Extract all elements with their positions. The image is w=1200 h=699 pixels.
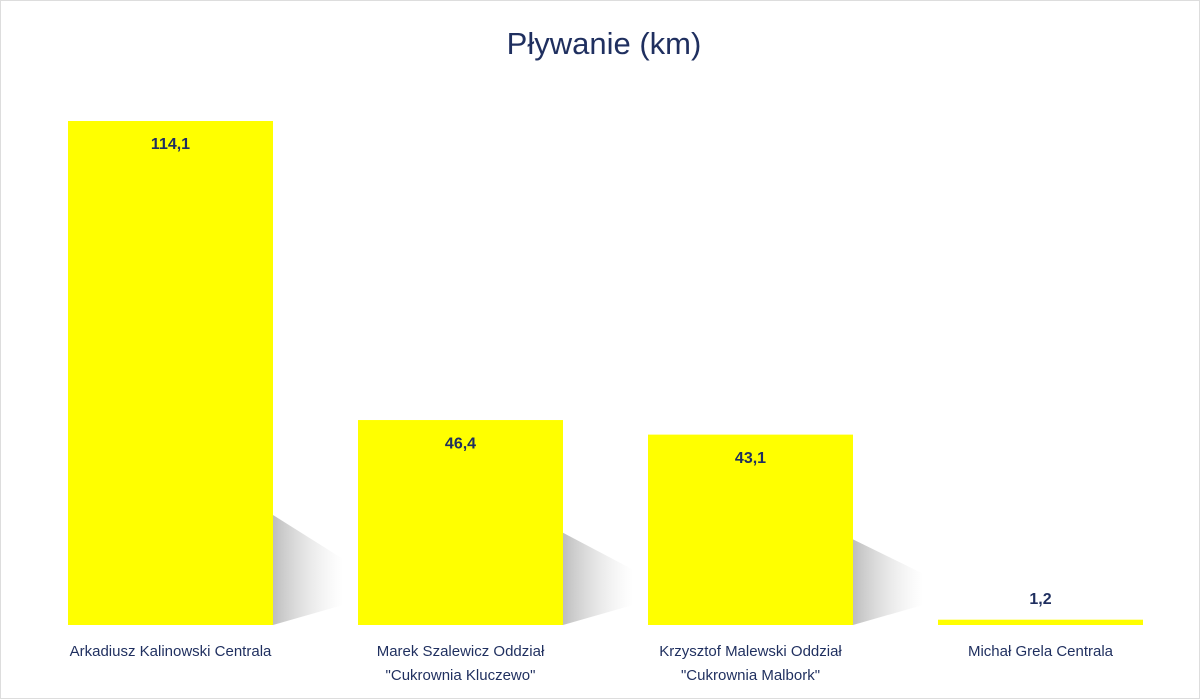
x-tick-label: Michał Grela Centrala: [968, 643, 1114, 660]
x-tick-label: Marek Szalewicz Oddział "Cukrownia Klucze…: [377, 643, 545, 684]
bar-shadow: [853, 539, 923, 625]
value-label: 114,1: [151, 136, 190, 153]
bar-shadow: [563, 532, 633, 625]
bar: [358, 420, 563, 625]
value-label: 1,2: [1029, 591, 1051, 608]
x-tick-label: Arkadiusz Kalinowski Centrala: [70, 643, 272, 660]
x-tick-label: Krzysztof Malewski Oddział "Cukrownia Mal…: [659, 643, 842, 684]
bar: [68, 121, 273, 625]
chart-title: Pływanie (km): [507, 26, 702, 61]
value-label: 46,4: [445, 435, 476, 452]
bar: [648, 434, 853, 625]
bar-shadow: [273, 515, 343, 625]
bar: [938, 619, 1143, 625]
value-label: 43,1: [735, 450, 766, 467]
